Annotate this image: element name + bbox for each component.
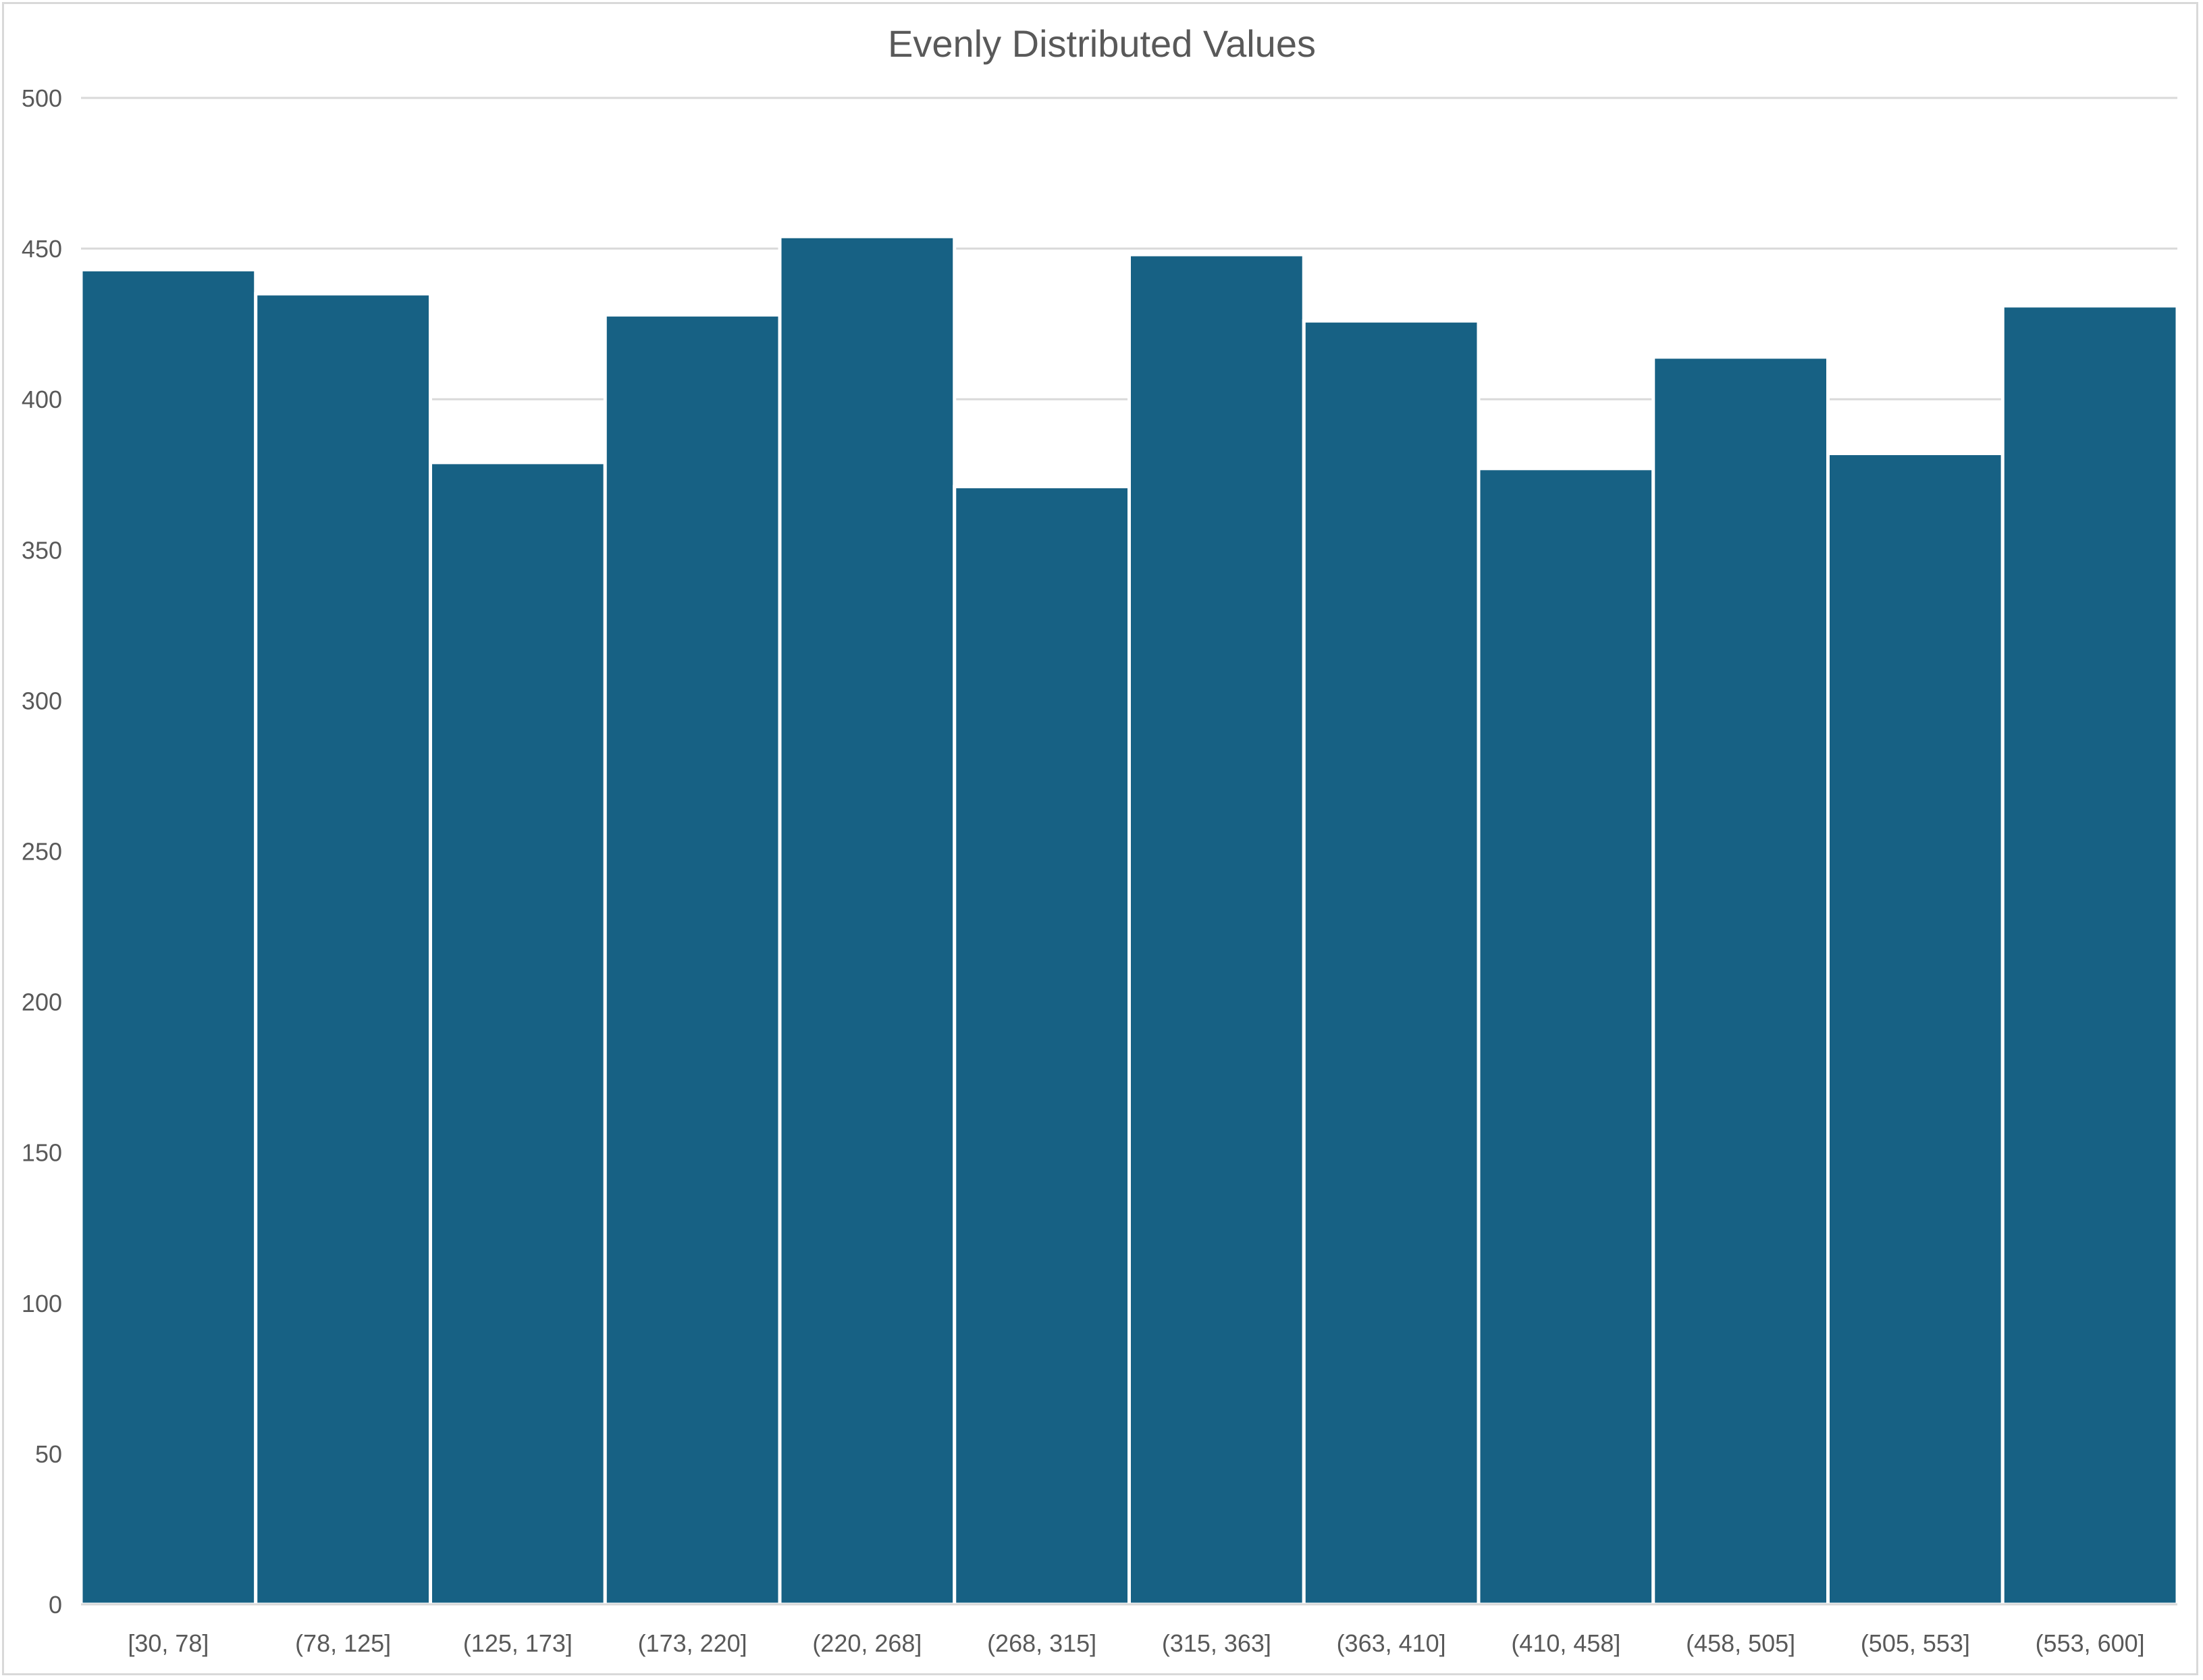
y-tick-label: 350 bbox=[22, 536, 62, 564]
bar bbox=[1826, 452, 2005, 1606]
y-tick-label: 300 bbox=[22, 687, 62, 714]
x-tick-label: (268, 315] bbox=[987, 1629, 1096, 1657]
x-tick-label: (363, 410] bbox=[1337, 1629, 1446, 1657]
bar bbox=[429, 461, 607, 1606]
y-tick-label: 200 bbox=[22, 989, 62, 1016]
y-axis-ticks: 0 50 100 150 200 250 300 350 400 450 500 bbox=[22, 84, 62, 1619]
bar bbox=[603, 313, 782, 1606]
x-tick-label: [30, 78] bbox=[128, 1629, 209, 1657]
bar bbox=[1302, 319, 1481, 1606]
bar bbox=[778, 234, 957, 1606]
x-tick-label: (315, 363] bbox=[1162, 1629, 1271, 1657]
x-tick-label: (220, 268] bbox=[812, 1629, 922, 1657]
x-tick-label: (458, 505] bbox=[1686, 1629, 1795, 1657]
bar bbox=[1477, 467, 1655, 1606]
x-tick-label: (125, 173] bbox=[463, 1629, 573, 1657]
bar bbox=[254, 292, 432, 1606]
x-tick-label: (410, 458] bbox=[1511, 1629, 1620, 1657]
y-tick-label: 400 bbox=[22, 386, 62, 413]
x-tick-label: (505, 553] bbox=[1861, 1629, 1970, 1657]
chart-title: Evenly Distributed Values bbox=[888, 22, 1316, 65]
y-tick-label: 0 bbox=[49, 1591, 62, 1619]
bar bbox=[2000, 304, 2179, 1606]
bars bbox=[79, 234, 2179, 1606]
bar bbox=[953, 485, 1131, 1606]
y-tick-label: 50 bbox=[35, 1440, 62, 1468]
y-tick-label: 500 bbox=[22, 84, 62, 112]
y-tick-label: 450 bbox=[22, 235, 62, 263]
bar bbox=[1127, 253, 1306, 1606]
x-tick-label: (78, 125] bbox=[295, 1629, 391, 1657]
x-tick-label: (553, 600] bbox=[2036, 1629, 2145, 1657]
x-axis-ticks: [30, 78] (78, 125] (125, 173] (173, 220] (22… bbox=[128, 1629, 2144, 1657]
y-tick-label: 100 bbox=[22, 1290, 62, 1317]
x-tick-label: (173, 220] bbox=[638, 1629, 747, 1657]
bar bbox=[79, 267, 258, 1606]
bar bbox=[1651, 355, 1830, 1606]
y-tick-label: 250 bbox=[22, 838, 62, 866]
y-tick-label: 150 bbox=[22, 1139, 62, 1167]
